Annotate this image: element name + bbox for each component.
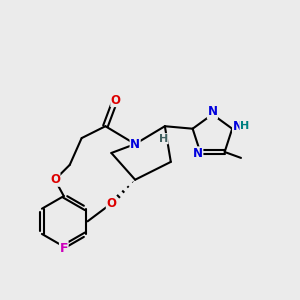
Text: O: O bbox=[50, 173, 60, 186]
Text: N: N bbox=[232, 120, 243, 133]
Text: O: O bbox=[106, 197, 116, 210]
Text: O: O bbox=[111, 94, 121, 106]
Text: N: N bbox=[193, 147, 203, 160]
Text: F: F bbox=[60, 242, 68, 255]
Text: N: N bbox=[130, 138, 140, 151]
Text: H: H bbox=[159, 134, 168, 144]
Text: N: N bbox=[207, 106, 218, 118]
Text: H: H bbox=[240, 121, 249, 131]
